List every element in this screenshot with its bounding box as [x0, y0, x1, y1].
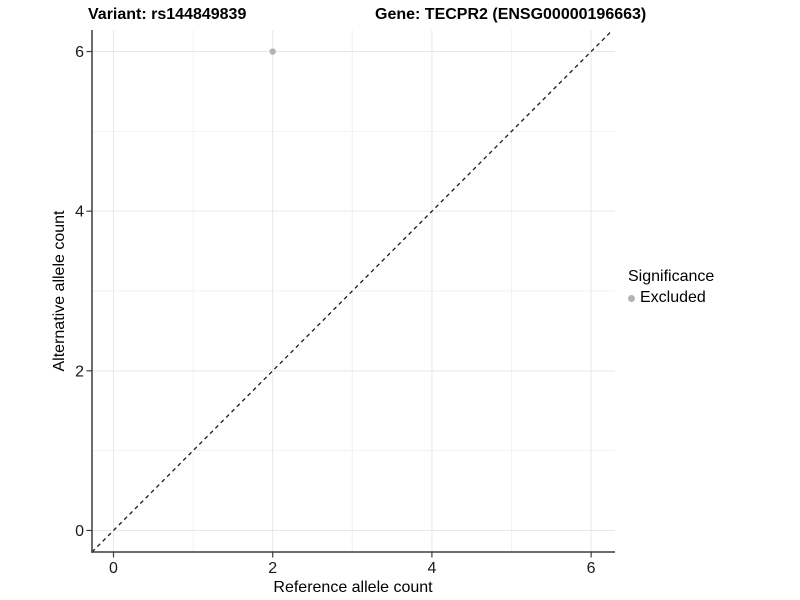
x-axis-tick-label: 0: [109, 560, 118, 577]
identity-reference-line: [91, 29, 614, 553]
y-axis-tick-label: 6: [75, 44, 84, 61]
x-axis-tick-label: 2: [268, 560, 277, 577]
x-axis-title: Reference allele count: [273, 579, 433, 596]
legend: Significance Excluded: [628, 267, 714, 307]
y-axis-tick-label: 4: [75, 204, 84, 221]
x-axis-tick-label: 4: [427, 560, 436, 577]
legend-title: Significance: [628, 268, 715, 285]
plot-title-gene: Gene: TECPR2 (ENSG00000196663): [375, 6, 647, 23]
y-axis-tick-label: 2: [75, 363, 84, 380]
y-axis-tick-label: 0: [75, 523, 84, 540]
y-axis-title: Alternative allele count: [51, 210, 68, 372]
plot-title-variant: Variant: rs144849839: [88, 6, 247, 23]
data-point: [269, 48, 276, 55]
legend-item-label: Excluded: [640, 289, 706, 306]
legend-item: Excluded: [628, 289, 714, 307]
x-axis-tick-label: 6: [587, 560, 596, 577]
legend-dot-icon: [628, 294, 635, 302]
